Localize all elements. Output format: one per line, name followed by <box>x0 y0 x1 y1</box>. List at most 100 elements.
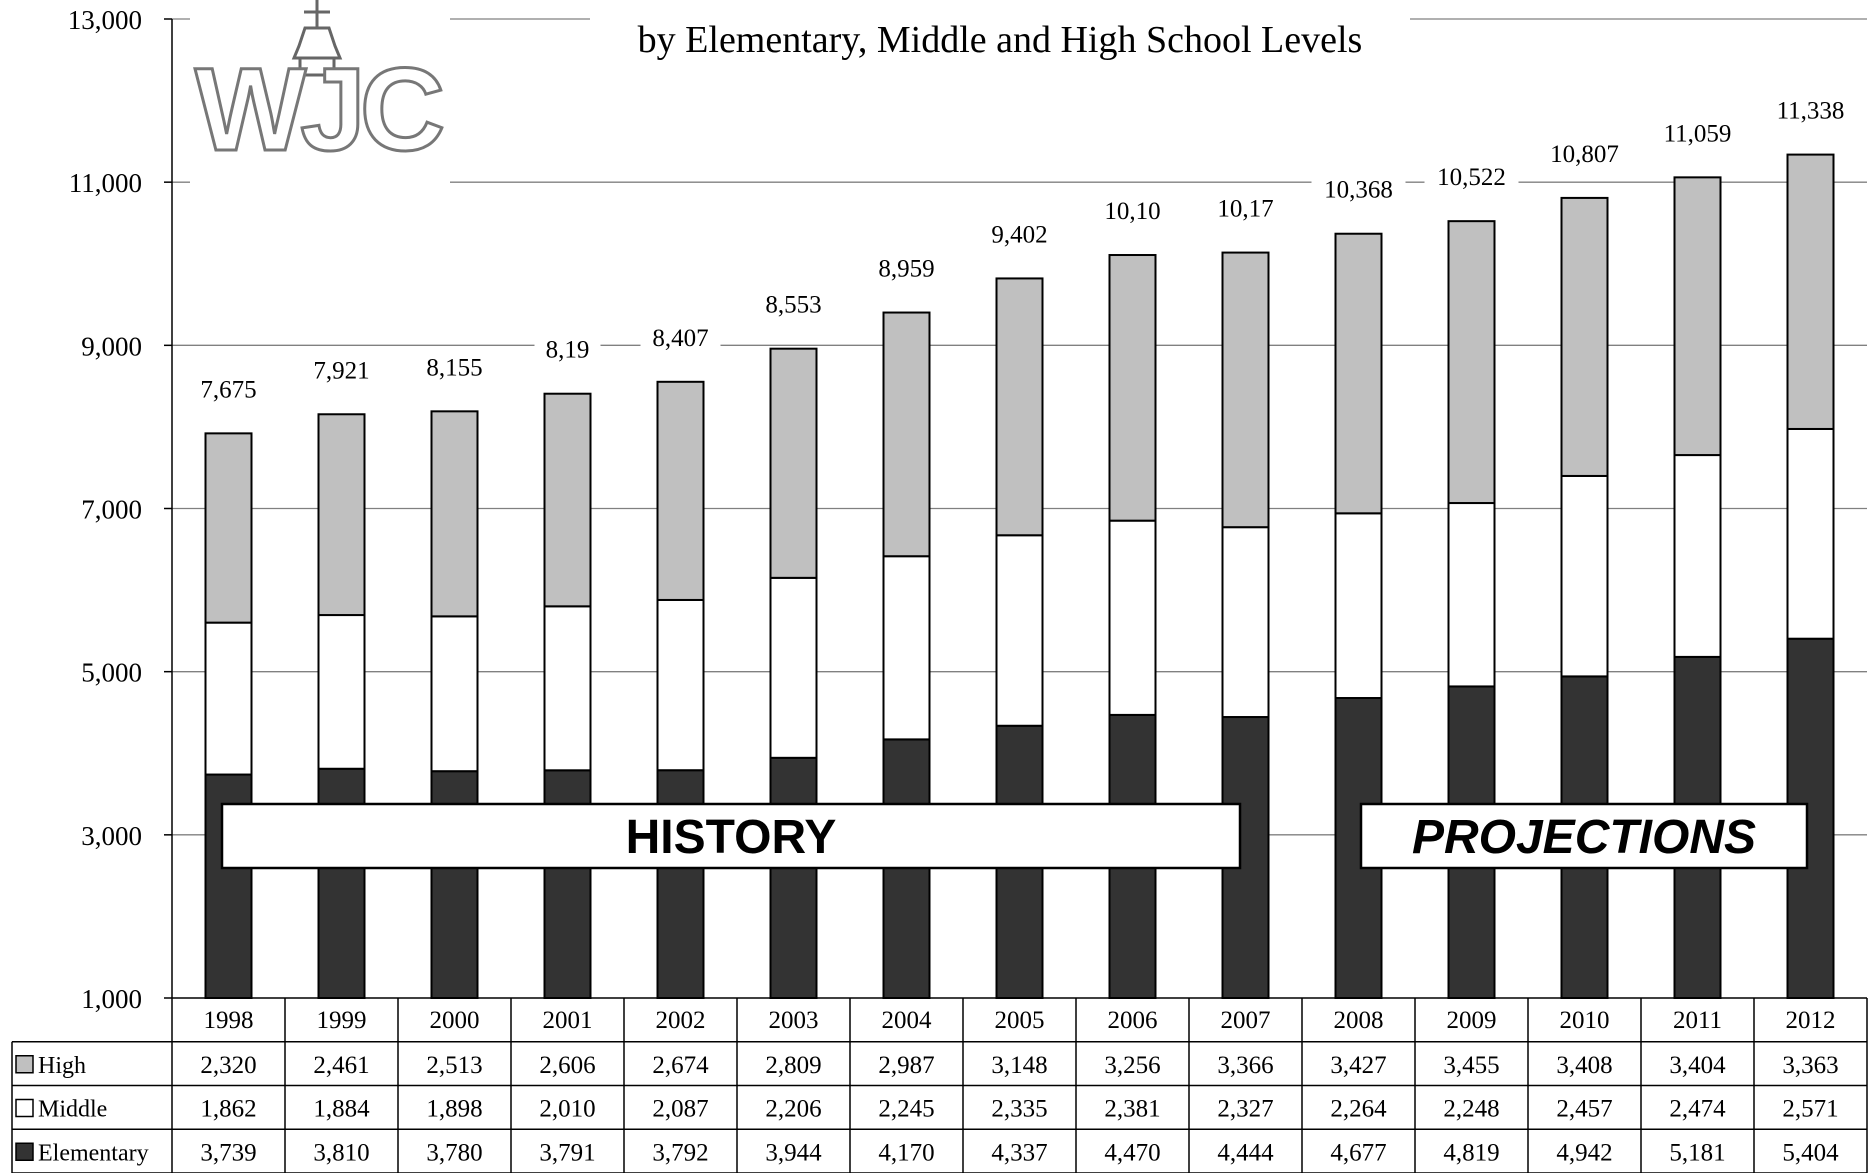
total-label-2006: 10,10 <box>1104 198 1160 225</box>
logo-backdrop <box>190 0 450 185</box>
table-cell-elementary-1999: 3,810 <box>313 1139 369 1166</box>
table-cell-middle-2009: 2,248 <box>1443 1096 1499 1123</box>
legend-label-elementary: Elementary <box>38 1140 149 1166</box>
y-axis: 1,000 3,000 5,000 7,000 9,000 11,000 13,000 <box>68 5 173 1014</box>
table-cell-high-2003: 2,809 <box>765 1052 821 1079</box>
table-cell-high-2009: 3,455 <box>1443 1052 1499 1079</box>
category-label-2007: 2007 <box>1221 1007 1271 1034</box>
total-label-backdrop <box>979 216 1060 251</box>
bar-segment-middle-2001 <box>543 605 592 772</box>
bar-segment-middle-2008 <box>1334 512 1383 700</box>
table-cell-high-2001: 2,606 <box>539 1052 595 1079</box>
table-cell-middle-2003: 2,206 <box>765 1096 821 1123</box>
total-label-backdrop <box>753 286 834 321</box>
total-label-2000: 8,155 <box>426 354 482 381</box>
table-cell-elementary-2011: 5,181 <box>1669 1139 1725 1166</box>
y-tick-label: 13,000 <box>68 5 142 35</box>
table-cell-high-2004: 2,987 <box>878 1052 934 1079</box>
table-cell-high-1998: 2,320 <box>200 1052 256 1079</box>
table-cell-elementary-2002: 3,792 <box>652 1139 708 1166</box>
bar-segment-middle-2012 <box>1786 427 1835 640</box>
bar-segment-high-2003 <box>769 347 818 579</box>
legend-swatch-elementary <box>15 1142 34 1161</box>
table-cell-middle-2005: 2,335 <box>991 1096 1047 1123</box>
table-cell-elementary-1998: 3,739 <box>200 1139 256 1166</box>
y-tick-label: 9,000 <box>81 331 142 361</box>
table-cell-high-2005: 3,148 <box>991 1052 1047 1079</box>
table-cell-high-2010: 3,408 <box>1556 1052 1612 1079</box>
table-cell-elementary-2005: 4,337 <box>991 1139 1047 1166</box>
total-label-2001: 8,19 <box>546 337 590 364</box>
table-cell-high-2011: 3,404 <box>1669 1052 1726 1079</box>
y-tick-label: 7,000 <box>81 495 142 525</box>
y-tick-label: 5,000 <box>81 658 142 688</box>
bar-segment-middle-2009 <box>1447 502 1496 688</box>
table-cell-elementary-2008: 4,677 <box>1330 1139 1386 1166</box>
table-cell-middle-2002: 2,087 <box>652 1096 708 1123</box>
total-label-backdrop <box>414 349 495 384</box>
wjc-logo: WJC <box>190 0 450 185</box>
category-label-2004: 2004 <box>882 1007 933 1034</box>
total-label-2008: 10,368 <box>1324 177 1393 204</box>
projections-box <box>1359 802 1809 870</box>
table-cell-middle-1999: 1,884 <box>313 1096 370 1123</box>
category-label-2005: 2005 <box>995 1007 1045 1034</box>
total-label-2010: 10,807 <box>1550 141 1619 168</box>
total-label-backdrop <box>188 371 269 406</box>
bar-segment-middle-2003 <box>769 576 818 759</box>
projections-label: PROJECTIONS <box>1412 811 1756 864</box>
category-label-2002: 2002 <box>656 1007 706 1034</box>
table-cell-elementary-2004: 4,170 <box>878 1139 934 1166</box>
history-annotation: HISTORY <box>220 802 1242 870</box>
total-label-2002: 8,407 <box>652 325 708 352</box>
logo-cross-icon <box>291 0 343 77</box>
category-label-2003: 2003 <box>769 1007 819 1034</box>
total-label-backdrop <box>1537 135 1632 170</box>
total-label-1999: 7,921 <box>313 357 369 384</box>
total-label-backdrop <box>640 319 721 354</box>
bar-segment-high-2010 <box>1560 196 1609 477</box>
total-label-backdrop <box>301 352 382 387</box>
total-label-2011: 11,059 <box>1664 120 1732 147</box>
table-cell-elementary-2001: 3,791 <box>539 1139 595 1166</box>
table-cell-high-2002: 2,674 <box>652 1052 709 1079</box>
category-label-2012: 2012 <box>1786 1007 1836 1034</box>
y-tick-label: 11,000 <box>69 168 142 198</box>
bar-segment-high-2011 <box>1673 176 1722 457</box>
bar-segment-high-2012 <box>1786 153 1835 430</box>
category-label-2011: 2011 <box>1673 1007 1722 1034</box>
table-cell-high-2000: 2,513 <box>426 1052 482 1079</box>
data-table: 1998 1999 2000 2001 2002 2003 2004 2005 2006 2007… <box>11 997 1868 1173</box>
total-label-backdrop <box>1424 159 1519 194</box>
category-label-2001: 2001 <box>543 1007 593 1034</box>
table-cell-high-2007: 3,366 <box>1217 1052 1273 1079</box>
bar-segment-high-2006 <box>1108 254 1157 522</box>
table-cell-high-2006: 3,256 <box>1104 1052 1160 1079</box>
table-cell-middle-2006: 2,381 <box>1104 1096 1160 1123</box>
projections-annotation: PROJECTIONS <box>1359 802 1809 870</box>
table-cell-high-2008: 3,427 <box>1330 1052 1386 1079</box>
bar-segment-middle-1999 <box>317 614 366 770</box>
total-label-backdrop <box>1763 92 1858 127</box>
total-label-backdrop <box>1311 171 1406 206</box>
table-cell-high-1999: 2,461 <box>313 1052 369 1079</box>
category-label-2006: 2006 <box>1108 1007 1158 1034</box>
bar-segment-middle-2011 <box>1673 454 1722 658</box>
table-cell-middle-2004: 2,245 <box>878 1096 934 1123</box>
legend-swatch-high <box>15 1055 34 1074</box>
bar-segment-high-2008 <box>1334 232 1383 515</box>
title-backdrop <box>590 10 1410 60</box>
history-label: HISTORY <box>626 811 837 864</box>
table-cell-elementary-2006: 4,470 <box>1104 1139 1160 1166</box>
total-label-backdrop <box>1650 115 1745 150</box>
category-label-2010: 2010 <box>1560 1007 1610 1034</box>
bar-segment-middle-2000 <box>430 615 479 773</box>
total-labels: 7,675 7,921 8,155 8,19 8,407 8,553 8,959 9,402 1… <box>188 92 1858 406</box>
table-cell-elementary-2012: 5,404 <box>1782 1139 1839 1166</box>
table-cell-middle-2000: 1,898 <box>426 1096 482 1123</box>
y-tick-label: 3,000 <box>81 821 142 851</box>
bar-segment-middle-2006 <box>1108 519 1157 716</box>
y-tick-label: 1,000 <box>81 984 142 1014</box>
table-cell-middle-2007: 2,327 <box>1217 1096 1273 1123</box>
bar-segment-middle-2007 <box>1221 526 1270 719</box>
